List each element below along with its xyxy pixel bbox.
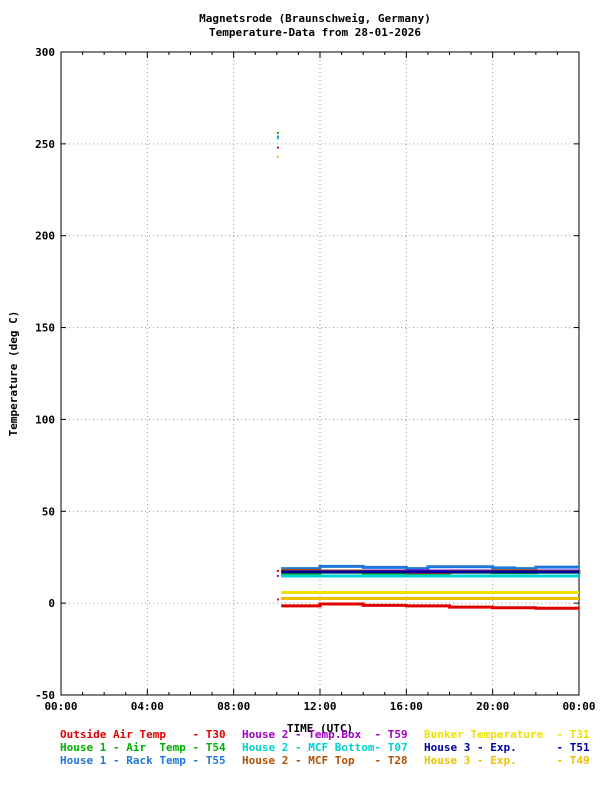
x-tick-label: 04:00 xyxy=(131,700,164,713)
outlier-point xyxy=(276,598,279,601)
outlier-point xyxy=(276,574,279,577)
x-tick-label: 12:00 xyxy=(303,700,336,713)
chart-title: Magnetsrode (Braunschweig, Germany) xyxy=(199,12,431,25)
x-tick-label: 00:00 xyxy=(562,700,595,713)
outlier-point xyxy=(276,135,279,138)
chart-subtitle: Temperature-Data from 28-01-2026 xyxy=(209,26,421,39)
x-tick-label: 08:00 xyxy=(217,700,250,713)
x-tick-label: 20:00 xyxy=(476,700,509,713)
y-tick-label: 150 xyxy=(35,322,55,335)
y-tick-label: 300 xyxy=(35,46,55,59)
legend-entry: House 2 - MCF Top - T28 xyxy=(242,754,408,767)
outlier-point xyxy=(276,131,279,134)
legend-entry: House 2 - MCF Bottom- T07 xyxy=(242,741,408,754)
outlier-point xyxy=(276,146,279,149)
y-tick-label: 0 xyxy=(48,597,55,610)
legend-entry: House 2 - Temp.Box - T59 xyxy=(242,728,408,741)
y-axis-label: Temperature (deg C) xyxy=(7,311,20,437)
x-tick-label: 16:00 xyxy=(390,700,423,713)
y-tick-label: 250 xyxy=(35,138,55,151)
x-axis-label: TIME (UTC) xyxy=(287,722,353,735)
y-tick-label: -50 xyxy=(35,689,55,702)
outlier-point xyxy=(276,137,279,140)
y-tick-label: 200 xyxy=(35,230,55,243)
legend-entry: House 1 - Air Temp - T54 xyxy=(60,741,226,754)
series-line-1 xyxy=(281,602,579,610)
y-tick-label: 50 xyxy=(42,505,55,518)
x-tick-label: 00:00 xyxy=(44,700,77,713)
legend-entry: Outside Air Temp - T30 xyxy=(60,728,226,741)
outlier-point xyxy=(276,155,279,158)
legend-entry: House 1 - Rack Temp - T55 xyxy=(60,754,226,767)
y-tick-label: 100 xyxy=(35,413,55,426)
legend-entry: House 3 - Exp. - T51 xyxy=(424,741,590,754)
outlier-point xyxy=(276,569,279,572)
legend-entry: Bunker Temperature - T31 xyxy=(424,728,590,741)
series-line-3 xyxy=(281,564,579,571)
legend-entry: House 3 - Exp. - T49 xyxy=(424,754,590,767)
